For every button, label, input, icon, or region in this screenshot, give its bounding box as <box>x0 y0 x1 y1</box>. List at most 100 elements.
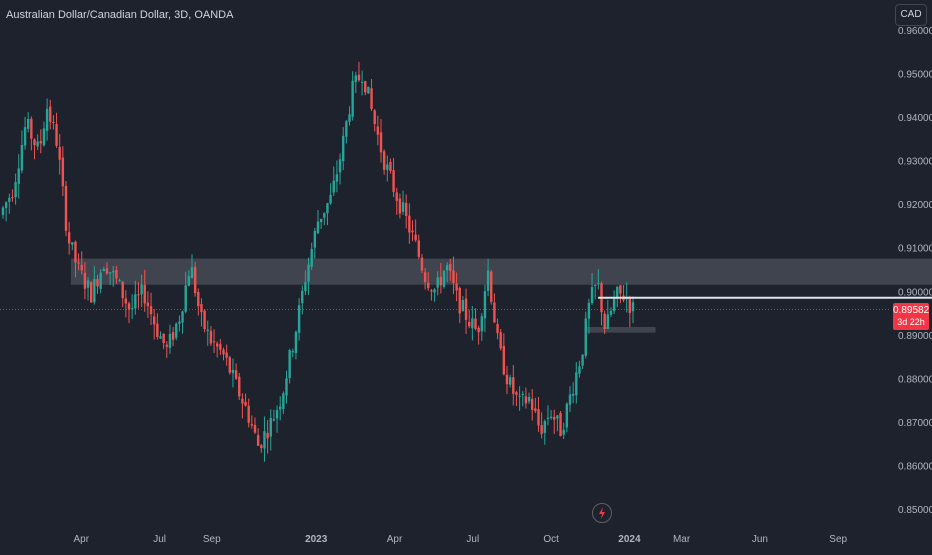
candle-body <box>373 110 376 125</box>
x-tick-label: Apr <box>387 534 403 545</box>
last-price-label: 0.89582 3d 22h <box>893 303 929 330</box>
candle-body <box>238 376 241 397</box>
candle-body <box>52 122 55 124</box>
candle-body <box>486 270 490 291</box>
candle-body <box>181 311 184 323</box>
x-tick-label: Jun <box>752 534 768 545</box>
candle-body <box>417 240 420 257</box>
candle-body <box>455 283 458 291</box>
candle-body <box>272 419 276 421</box>
candle-body <box>86 280 90 288</box>
candle-body <box>515 392 518 395</box>
candle-body <box>316 221 320 234</box>
last-price-value: 0.89582 <box>893 305 930 316</box>
x-tick-label: Oct <box>543 534 559 545</box>
y-tick-label: 0.85000 <box>898 505 932 516</box>
candle-body <box>49 106 52 122</box>
candle-body <box>307 264 310 282</box>
candle-body <box>364 81 367 93</box>
candle-body <box>578 366 581 374</box>
candle-body <box>108 272 112 274</box>
candle-body <box>4 202 8 208</box>
y-tick-label: 0.89000 <box>898 331 932 342</box>
candle-body <box>93 279 96 303</box>
candle-body <box>401 202 405 212</box>
candle-body <box>477 327 480 333</box>
candle-body <box>14 182 17 198</box>
candle-body <box>291 351 294 353</box>
candle-body <box>143 284 146 304</box>
candle-body <box>584 318 587 356</box>
candle-body <box>153 316 156 325</box>
candle-body <box>301 290 304 304</box>
candle-body <box>395 192 398 201</box>
candle-body <box>471 318 474 329</box>
candle-body <box>228 357 231 373</box>
candle-body <box>562 429 565 435</box>
candle-body <box>531 398 534 410</box>
candle-body <box>112 271 115 273</box>
candle-body <box>329 194 332 204</box>
candle-body <box>99 272 102 289</box>
candle-body <box>256 435 260 446</box>
candle-body <box>345 121 348 137</box>
candle-body <box>266 432 269 439</box>
x-tick-label: Jul <box>466 534 479 545</box>
candle-body <box>206 329 209 332</box>
candle-body <box>159 336 162 339</box>
candle-body <box>590 286 594 304</box>
candle-body <box>184 285 187 312</box>
candle-body <box>203 310 206 330</box>
candle-body <box>619 285 622 294</box>
candle-body <box>367 86 370 94</box>
candle-body <box>269 417 272 437</box>
candle-body <box>354 75 357 83</box>
events-button[interactable] <box>592 503 612 523</box>
candle-body <box>332 180 335 193</box>
x-tick-label: 2024 <box>618 534 641 545</box>
y-tick-label: 0.87000 <box>898 418 932 429</box>
candle-body <box>162 333 165 344</box>
candle-body <box>253 424 257 433</box>
candle-body <box>263 431 266 449</box>
candle-body <box>156 323 159 337</box>
candle-body <box>442 270 446 287</box>
candle-body <box>452 270 455 284</box>
candle-body <box>571 393 575 396</box>
candle-body <box>71 242 74 245</box>
candle-body <box>244 401 247 406</box>
lightning-icon <box>599 507 605 519</box>
candle-body <box>527 396 531 402</box>
y-tick-label: 0.96000 <box>898 26 932 37</box>
candle-body <box>389 161 392 171</box>
candle-body <box>190 267 194 278</box>
candle-body <box>351 80 354 117</box>
candle-body <box>23 127 27 146</box>
candle-body <box>193 267 197 294</box>
candle-body <box>496 324 499 334</box>
candle-body <box>436 277 439 288</box>
candle-body <box>96 279 99 287</box>
candle-body <box>187 276 191 286</box>
x-tick-label: Apr <box>74 534 90 545</box>
candle-body <box>241 398 244 404</box>
candle-body <box>423 272 427 282</box>
candle-body <box>219 344 222 350</box>
candle-body <box>594 285 597 287</box>
candle-body <box>83 272 87 289</box>
candle-body <box>518 395 521 397</box>
candle-body <box>521 393 524 395</box>
x-tick-label: Sep <box>203 534 221 545</box>
candle-body <box>420 257 424 271</box>
candle-body <box>33 139 36 146</box>
candle-body <box>134 294 137 309</box>
candle-body <box>430 290 433 292</box>
currency-button[interactable]: CAD <box>895 4 927 26</box>
candle-body <box>433 289 436 293</box>
candle-body <box>17 168 20 184</box>
candle-body <box>357 74 361 81</box>
candle-body <box>118 279 121 281</box>
candle-body <box>297 305 301 333</box>
